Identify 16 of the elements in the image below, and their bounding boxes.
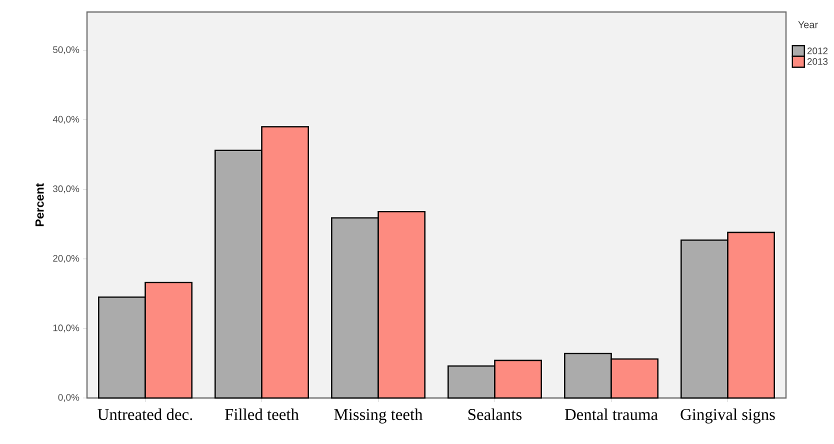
x-tick-label: Untreated dec.	[98, 408, 192, 420]
y-axis-title: Percent	[35, 183, 44, 226]
x-tick-label: Missing teeth	[334, 408, 423, 424]
y-tick-label: 30,0%	[53, 185, 80, 194]
x-tick-label: Gingival signs	[680, 408, 775, 424]
x-tick-label: Filled teeth	[225, 408, 299, 420]
legend-label: 2012	[807, 48, 828, 54]
legend-title: Year	[798, 21, 818, 28]
x-tick-label: Sealants	[468, 408, 522, 420]
y-tick-label: 50,0%	[53, 46, 80, 54]
legend-label: 2013	[807, 58, 828, 65]
x-tick-label: Dental trauma	[564, 408, 658, 420]
y-tick-label: 40,0%	[52, 116, 80, 124]
y-tick-label: 0,0%	[58, 394, 80, 402]
y-tick-label: 20,0%	[53, 254, 80, 263]
y-tick-label: 10,0%	[53, 324, 80, 332]
